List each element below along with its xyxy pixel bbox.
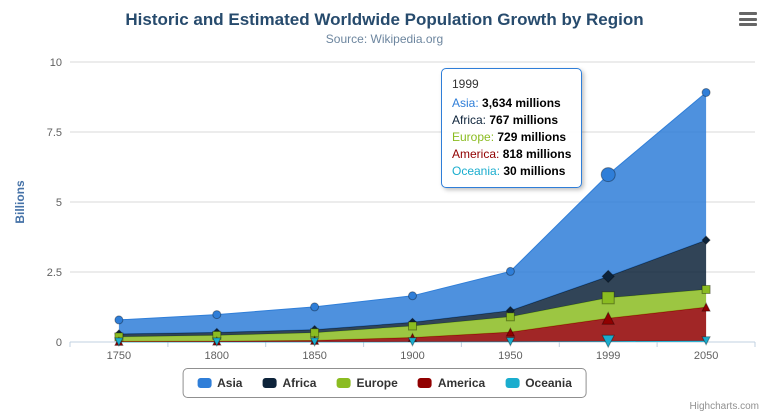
legend-swatch-icon (505, 378, 520, 388)
y-axis-tick-label: 7.5 (47, 127, 62, 139)
marker-oceania-1900[interactable] (407, 337, 418, 347)
marker-america-2050[interactable] (701, 301, 711, 312)
marker-africa-1999[interactable] (601, 269, 615, 284)
legend-swatch-icon (262, 378, 277, 388)
legend: Asia Africa Europe America Oceania (182, 368, 587, 398)
marker-europe-1999[interactable] (601, 291, 615, 305)
x-axis-tick-label: 2050 (694, 350, 718, 362)
credits-link[interactable]: Highcharts.com (689, 401, 759, 412)
marker-america-1999[interactable] (601, 311, 616, 325)
marker-europe-1950[interactable] (505, 312, 515, 322)
chart-title: Historic and Estimated Worldwide Populat… (125, 10, 644, 29)
legend-swatch-icon (336, 378, 351, 388)
marker-america-1950[interactable] (505, 326, 516, 337)
legend-item-europe[interactable]: Europe (336, 376, 398, 390)
legend-swatch-icon (197, 378, 212, 388)
y-axis-tick-label: 10 (50, 57, 62, 69)
x-axis-tick-label: 1950 (498, 350, 522, 362)
marker-oceania-1850[interactable] (309, 337, 320, 348)
y-axis-tick-label: 0 (56, 337, 62, 349)
hamburger-icon-bar (739, 23, 757, 26)
legend-label: Europe (356, 376, 398, 390)
marker-asia-1950[interactable] (505, 266, 515, 276)
hamburger-icon-bar (739, 12, 757, 15)
legend-item-america[interactable]: America (417, 376, 486, 390)
x-axis-tick-label: 1750 (107, 350, 131, 362)
marker-oceania-1800[interactable] (211, 337, 222, 348)
marker-europe-2050[interactable] (701, 285, 711, 294)
marker-asia-2050[interactable] (701, 88, 711, 97)
context-menu-button[interactable] (739, 12, 757, 26)
marker-oceania-1750[interactable] (114, 337, 124, 348)
chart-subtitle: Source: Wikipedia.org (325, 32, 444, 46)
marker-oceania-2050[interactable] (701, 336, 711, 346)
x-axis-tick-label: 1800 (205, 350, 229, 362)
marker-oceania-1950[interactable] (505, 337, 516, 347)
legend-item-africa[interactable]: Africa (262, 376, 316, 390)
legend-swatch-icon (417, 378, 432, 388)
x-axis-tick-label: 1999 (596, 350, 620, 362)
marker-europe-1900[interactable] (408, 321, 417, 331)
legend-label: America (437, 376, 486, 390)
marker-asia-1850[interactable] (310, 302, 320, 312)
marker-asia-1750[interactable] (114, 315, 124, 325)
x-axis-tick-label: 1850 (302, 350, 326, 362)
legend-label: Africa (282, 376, 317, 390)
area-africa[interactable] (118, 240, 707, 337)
marker-asia-1999[interactable] (600, 167, 616, 183)
y-axis-tick-label: 2.5 (47, 267, 62, 279)
marker-asia-1800[interactable] (212, 310, 222, 320)
legend-item-asia[interactable]: Asia (197, 376, 242, 390)
hamburger-icon-bar (739, 17, 757, 21)
y-axis-tick-label: 5 (56, 197, 62, 209)
x-axis-tick-label: 1900 (400, 350, 424, 362)
legend-item-oceania[interactable]: Oceania (505, 376, 572, 390)
marker-africa-2050[interactable] (701, 235, 711, 245)
marker-oceania-1999[interactable] (601, 334, 616, 349)
area-asia[interactable] (118, 92, 707, 334)
legend-label: Oceania (525, 376, 572, 390)
area-america[interactable] (118, 307, 707, 342)
y-axis-title: Billions (13, 180, 27, 224)
legend-label: Asia (217, 376, 243, 390)
marker-asia-1900[interactable] (408, 291, 417, 301)
